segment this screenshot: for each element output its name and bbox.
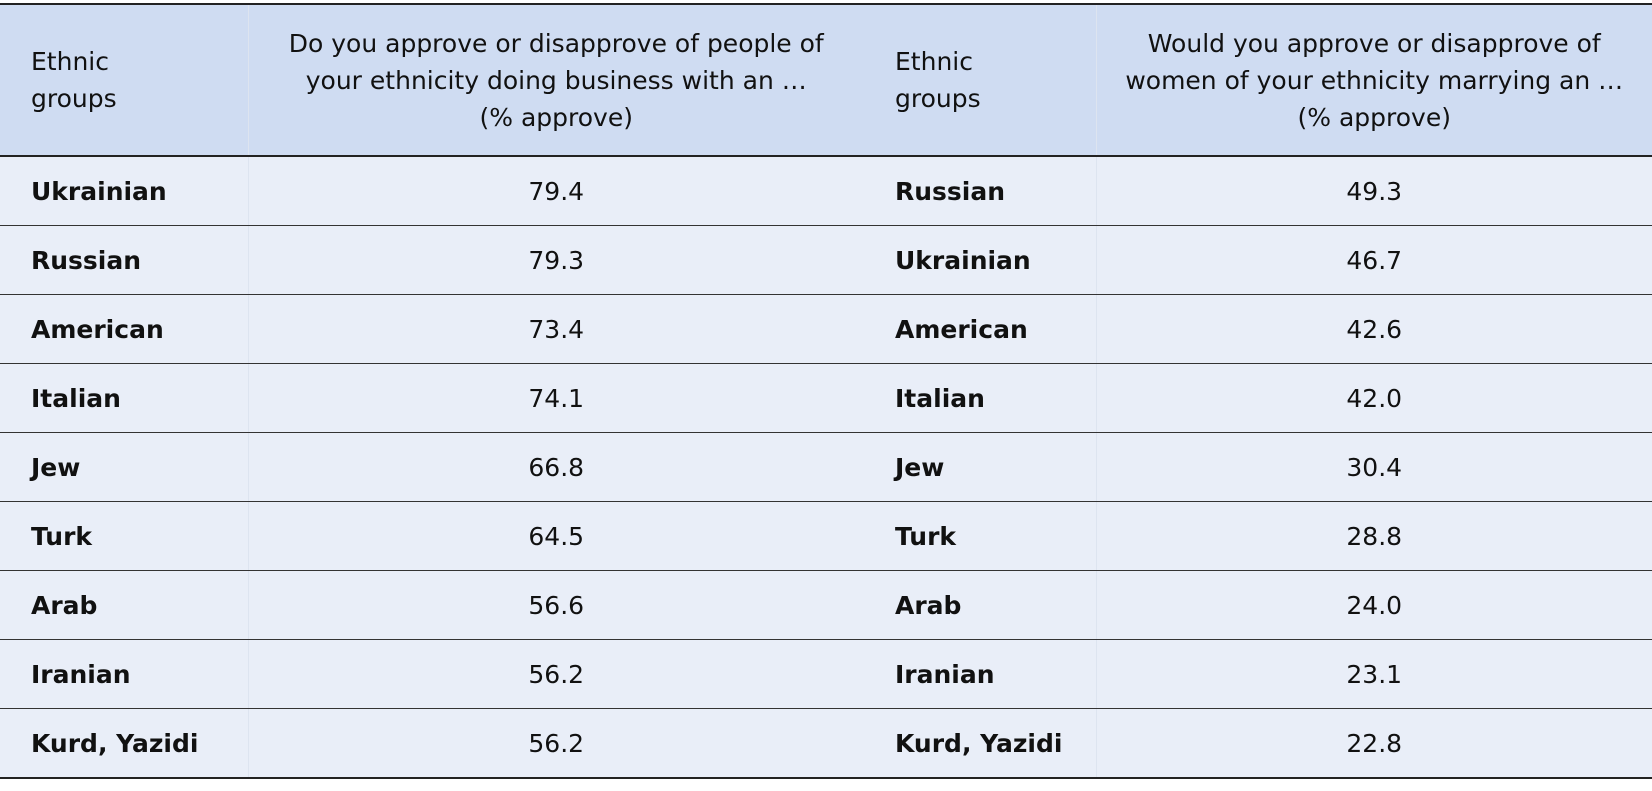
header-line: your ethnicity doing business with an … [305, 65, 807, 95]
header-line: (% approve) [479, 102, 633, 132]
table-row: Italian 74.1 Italian 42.0 [0, 363, 1652, 433]
approve-value: 66.8 [247, 432, 864, 502]
approve-value: 24.0 [1095, 570, 1652, 640]
ethnic-group: Kurd, Yazidi [864, 708, 1096, 779]
ethnic-group: Arab [864, 570, 1096, 640]
ethnic-group: American [864, 294, 1096, 364]
ethnic-group: Arab [0, 570, 248, 640]
data-table: Ethnic groups Do you approve or disapprove… [0, 3, 1652, 779]
table-row: American 73.4 American 42.6 [0, 294, 1652, 364]
approve-value: 42.0 [1095, 363, 1652, 433]
approve-value: 56.6 [247, 570, 864, 640]
ethnic-group: Kurd, Yazidi [0, 708, 248, 779]
ethnic-group: Italian [864, 363, 1096, 433]
table-header: Ethnic groups Do you approve or disapprove… [0, 3, 1652, 157]
header-cell: Do you approve or disapprove of people o… [247, 3, 864, 157]
header-cell: Would you approve or disapprove of women … [1095, 3, 1652, 157]
header-cell: Ethnic groups [0, 3, 248, 157]
ethnic-group: Russian [0, 225, 248, 295]
ethnic-group: Jew [0, 432, 248, 502]
table-row: Jew 66.8 Jew 30.4 [0, 432, 1652, 502]
ethnic-group: Turk [0, 501, 248, 571]
table-row: Iranian 56.2 Iranian 23.1 [0, 639, 1652, 709]
approve-value: 46.7 [1095, 225, 1652, 295]
header-line: Ethnic [895, 47, 973, 76]
header-line: groups [31, 84, 117, 113]
header-line: groups [895, 84, 981, 113]
approve-value: 73.4 [247, 294, 864, 364]
approve-value: 22.8 [1095, 708, 1652, 779]
ethnic-group: Russian [864, 156, 1096, 226]
ethnic-group: Iranian [0, 639, 248, 709]
table-row: Ukrainian 79.4 Russian 49.3 [0, 156, 1652, 226]
ethnic-group: Italian [0, 363, 248, 433]
approve-value: 64.5 [247, 501, 864, 571]
header-line: women of your ethnicity marrying an … [1125, 65, 1624, 95]
table-body: Ukrainian 79.4 Russian 49.3 Russian 79.3 Ukrai… [0, 156, 1652, 779]
approve-value: 23.1 [1095, 639, 1652, 709]
ethnic-group: Ukrainian [864, 225, 1096, 295]
approve-value: 79.4 [247, 156, 864, 226]
ethnic-group: Iranian [864, 639, 1096, 709]
header-line: Do you approve or disapprove of people o… [288, 28, 824, 58]
header-line: (% approve) [1297, 102, 1451, 132]
header-line: Ethnic [31, 47, 109, 76]
table-row: Arab 56.6 Arab 24.0 [0, 570, 1652, 640]
ethnic-group: Ukrainian [0, 156, 248, 226]
ethnic-group: Turk [864, 501, 1096, 571]
approve-value: 56.2 [247, 639, 864, 709]
table-row: Turk 64.5 Turk 28.8 [0, 501, 1652, 571]
table-row: Kurd, Yazidi 56.2 Kurd, Yazidi 22.8 [0, 708, 1652, 779]
header-row: Ethnic groups Do you approve or disapprove… [0, 3, 1652, 157]
approve-value: 56.2 [247, 708, 864, 779]
ethnic-group: Jew [864, 432, 1096, 502]
approve-value: 79.3 [247, 225, 864, 295]
approve-value: 49.3 [1095, 156, 1652, 226]
header-cell: Ethnic groups [864, 3, 1096, 157]
approve-value: 42.6 [1095, 294, 1652, 364]
table-row: Russian 79.3 Ukrainian 46.7 [0, 225, 1652, 295]
approve-value: 28.8 [1095, 501, 1652, 571]
approve-value: 30.4 [1095, 432, 1652, 502]
header-line: Would you approve or disapprove of [1147, 28, 1601, 58]
ethnic-group: American [0, 294, 248, 364]
approve-value: 74.1 [247, 363, 864, 433]
